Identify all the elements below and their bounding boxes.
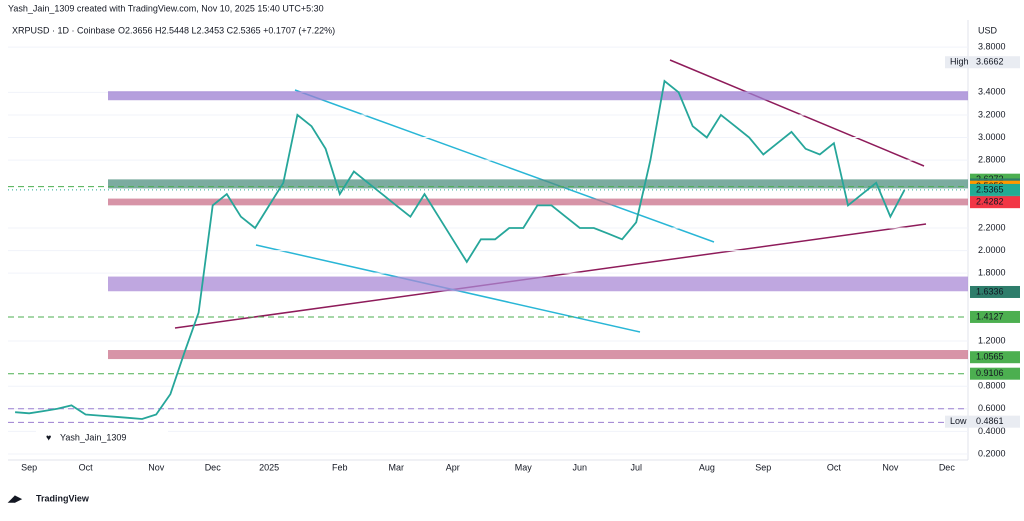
y-tick-label: 2.0000 xyxy=(978,245,1006,255)
price-label: 0.9106 xyxy=(976,368,1004,378)
price-label-box xyxy=(970,183,1020,196)
price-label: 2.4282 xyxy=(976,197,1004,207)
x-tick-label: Jun xyxy=(573,462,588,472)
y-tick-label: 1.8000 xyxy=(978,268,1006,278)
y-tick-label: 3.8000 xyxy=(978,42,1006,52)
price-line xyxy=(15,79,906,420)
y-tick-label: 3.0000 xyxy=(978,132,1006,142)
x-tick-label: Dec xyxy=(205,462,222,472)
y-tick-label: 1.2000 xyxy=(978,335,1006,345)
zone xyxy=(108,91,968,101)
zone xyxy=(108,276,968,292)
watermark-heart: ♥ xyxy=(46,432,51,442)
price-label-box xyxy=(970,367,1020,380)
watermark: Yash_Jain_1309 xyxy=(60,432,126,442)
watermark-box xyxy=(36,428,168,448)
x-tick-label: Feb xyxy=(332,462,348,472)
zone xyxy=(108,179,968,189)
trendline xyxy=(669,59,925,167)
price-label: 1.0565 xyxy=(976,352,1004,362)
price-label: 1.6336 xyxy=(976,286,1004,296)
x-tick-label: Apr xyxy=(446,462,460,472)
x-tick-label: Aug xyxy=(699,462,715,472)
x-tick-label: Oct xyxy=(827,462,842,472)
y-tick-label: 3.4000 xyxy=(978,87,1006,97)
extreme-box xyxy=(945,415,1020,428)
footer: TradingView xyxy=(36,493,90,503)
extreme-label: Low xyxy=(950,416,967,426)
x-tick-label: Nov xyxy=(148,462,165,472)
x-tick-label: Nov xyxy=(882,462,899,472)
zone xyxy=(108,198,968,206)
currency: USD xyxy=(978,25,998,35)
y-tick-label: 2.8000 xyxy=(978,155,1006,165)
y-tick-label: 0.6000 xyxy=(978,403,1006,413)
y-tick-label: 0.8000 xyxy=(978,381,1006,391)
ohlc: O2.3656 H2.5448 L2.3453 C2.5365 +0.1707 … xyxy=(118,25,335,35)
y-tick-label: 0.2000 xyxy=(978,448,1006,458)
price-label-box xyxy=(970,351,1020,364)
x-tick-label: 2025 xyxy=(259,462,279,472)
price-label-box xyxy=(970,310,1020,323)
x-tick-label: Dec xyxy=(939,462,956,472)
extreme-box xyxy=(945,56,1020,69)
price-label-box xyxy=(970,285,1020,298)
symbol: XRPUSD · 1D · Coinbase xyxy=(12,25,115,35)
x-tick-label: Oct xyxy=(79,462,94,472)
extreme-label: High xyxy=(950,57,969,67)
extreme-value: 0.4861 xyxy=(976,416,1004,426)
x-tick-label: Mar xyxy=(388,462,404,472)
x-tick-label: Sep xyxy=(21,462,37,472)
footer-logo: ◢▶ xyxy=(7,493,23,503)
price-label: 1.4127 xyxy=(976,311,1004,321)
x-tick-label: May xyxy=(515,462,533,472)
zone xyxy=(108,350,968,360)
y-tick-label: 3.2000 xyxy=(978,109,1006,119)
credit: Yash_Jain_1309 created with TradingView.… xyxy=(8,3,324,13)
y-tick-label: 2.2000 xyxy=(978,222,1006,232)
trendline xyxy=(174,223,927,329)
price-label: 2.5365 xyxy=(976,184,1004,194)
y-tick-label: 0.4000 xyxy=(978,426,1006,436)
x-tick-label: Sep xyxy=(755,462,771,472)
x-tick-label: Jul xyxy=(630,462,642,472)
price-label-box xyxy=(970,196,1020,209)
extreme-value: 3.6662 xyxy=(976,57,1004,67)
